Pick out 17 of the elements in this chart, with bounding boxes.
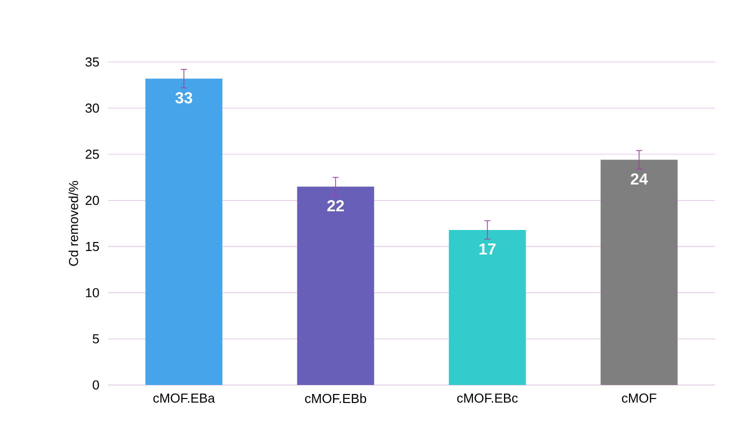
- y-tick-label: 30: [86, 104, 99, 113]
- y-tick-label: 25: [86, 150, 99, 159]
- y-tick-label: 20: [86, 196, 99, 206]
- y-tick-label: 5: [92, 334, 99, 344]
- y-tick-label: 35: [86, 57, 99, 67]
- x-tick-label: cMOF.EBb: [305, 394, 366, 404]
- y-tick-label: 0: [92, 380, 99, 390]
- data-label: 17: [479, 243, 496, 254]
- x-tick-label: cMOF.EBc: [457, 394, 518, 403]
- x-tick-label: cMOF.EBa: [153, 394, 215, 403]
- y-tick-label: 15: [86, 242, 99, 252]
- data-label: 24: [630, 173, 648, 185]
- y-tick-label: 10: [86, 288, 99, 298]
- data-label: 22: [327, 200, 344, 212]
- x-tick-label: cMOF: [622, 394, 656, 403]
- y-axis-title: Cd removed/%: [68, 180, 78, 266]
- data-label: 33: [175, 92, 192, 104]
